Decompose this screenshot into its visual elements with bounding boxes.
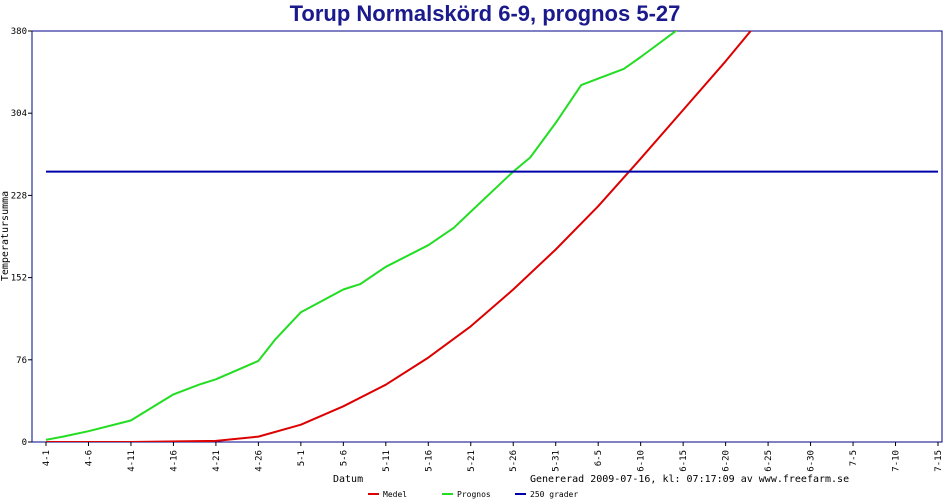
x-tick-label: 5-6 (339, 450, 349, 466)
x-tick-label: 5-26 (509, 450, 519, 472)
y-tick-label: 76 (16, 356, 27, 366)
x-tick-label: 7-5 (849, 450, 859, 466)
x-tick-label: 4-26 (254, 450, 264, 472)
x-tick-label: 4-1 (42, 450, 52, 466)
legend-label-3: 250 grader (530, 490, 578, 499)
y-tick-label: 304 (11, 109, 27, 119)
x-tick-label: 5-21 (467, 450, 477, 472)
series-layer (45, 31, 938, 442)
series-line-2 (45, 31, 678, 441)
x-tick-label: 5-11 (382, 450, 392, 472)
legend-label-1: Medel (383, 490, 407, 499)
y-tick-label: 380 (11, 27, 27, 37)
x-tick-label: 5-31 (552, 450, 562, 472)
generated-footer: Genererad 2009-07-16, kl: 07:17:09 av ww… (530, 474, 849, 485)
x-tick-label: 6-20 (722, 450, 732, 472)
x-tick-label: 5-16 (424, 450, 434, 472)
x-tick-label: 4-11 (127, 450, 137, 472)
plot-frame (31, 30, 943, 443)
x-tick-label: 6-10 (637, 450, 647, 472)
chart-title: Torup Normalskörd 6-9, prognos 5-27 (290, 1, 681, 26)
x-tick-label: 5-1 (297, 450, 307, 466)
x-tick-label: 7-15 (934, 450, 944, 472)
x-tick-label: 6-30 (807, 450, 817, 472)
legend-label-2: Prognos (457, 490, 491, 499)
series-line-1 (46, 31, 752, 442)
x-tick-label: 6-25 (764, 450, 774, 472)
x-tick-label: 7-10 (892, 450, 902, 472)
x-tick-label: 4-6 (84, 450, 94, 466)
x-axis: 4-1 4-6 4-11 4-16 4-21 4-26 5-1 5-6 5-11 5-16 5-21… (42, 442, 944, 472)
y-tick-label: 0 (22, 438, 27, 448)
y-tick-label: 228 (11, 191, 27, 201)
x-tick-label: 4-21 (212, 450, 222, 472)
y-axis-label: Temperatursumma (0, 191, 11, 281)
y-axis: 0 76 152 228 304 380 (11, 27, 32, 448)
x-axis-label: Datum (333, 474, 363, 485)
x-tick-label: 6-15 (679, 450, 689, 472)
y-tick-label: 152 (11, 274, 27, 284)
x-tick-label: 4-16 (169, 450, 179, 472)
x-tick-label: 6-5 (594, 450, 604, 466)
legend: Medel Prognos 250 grader (368, 490, 578, 499)
